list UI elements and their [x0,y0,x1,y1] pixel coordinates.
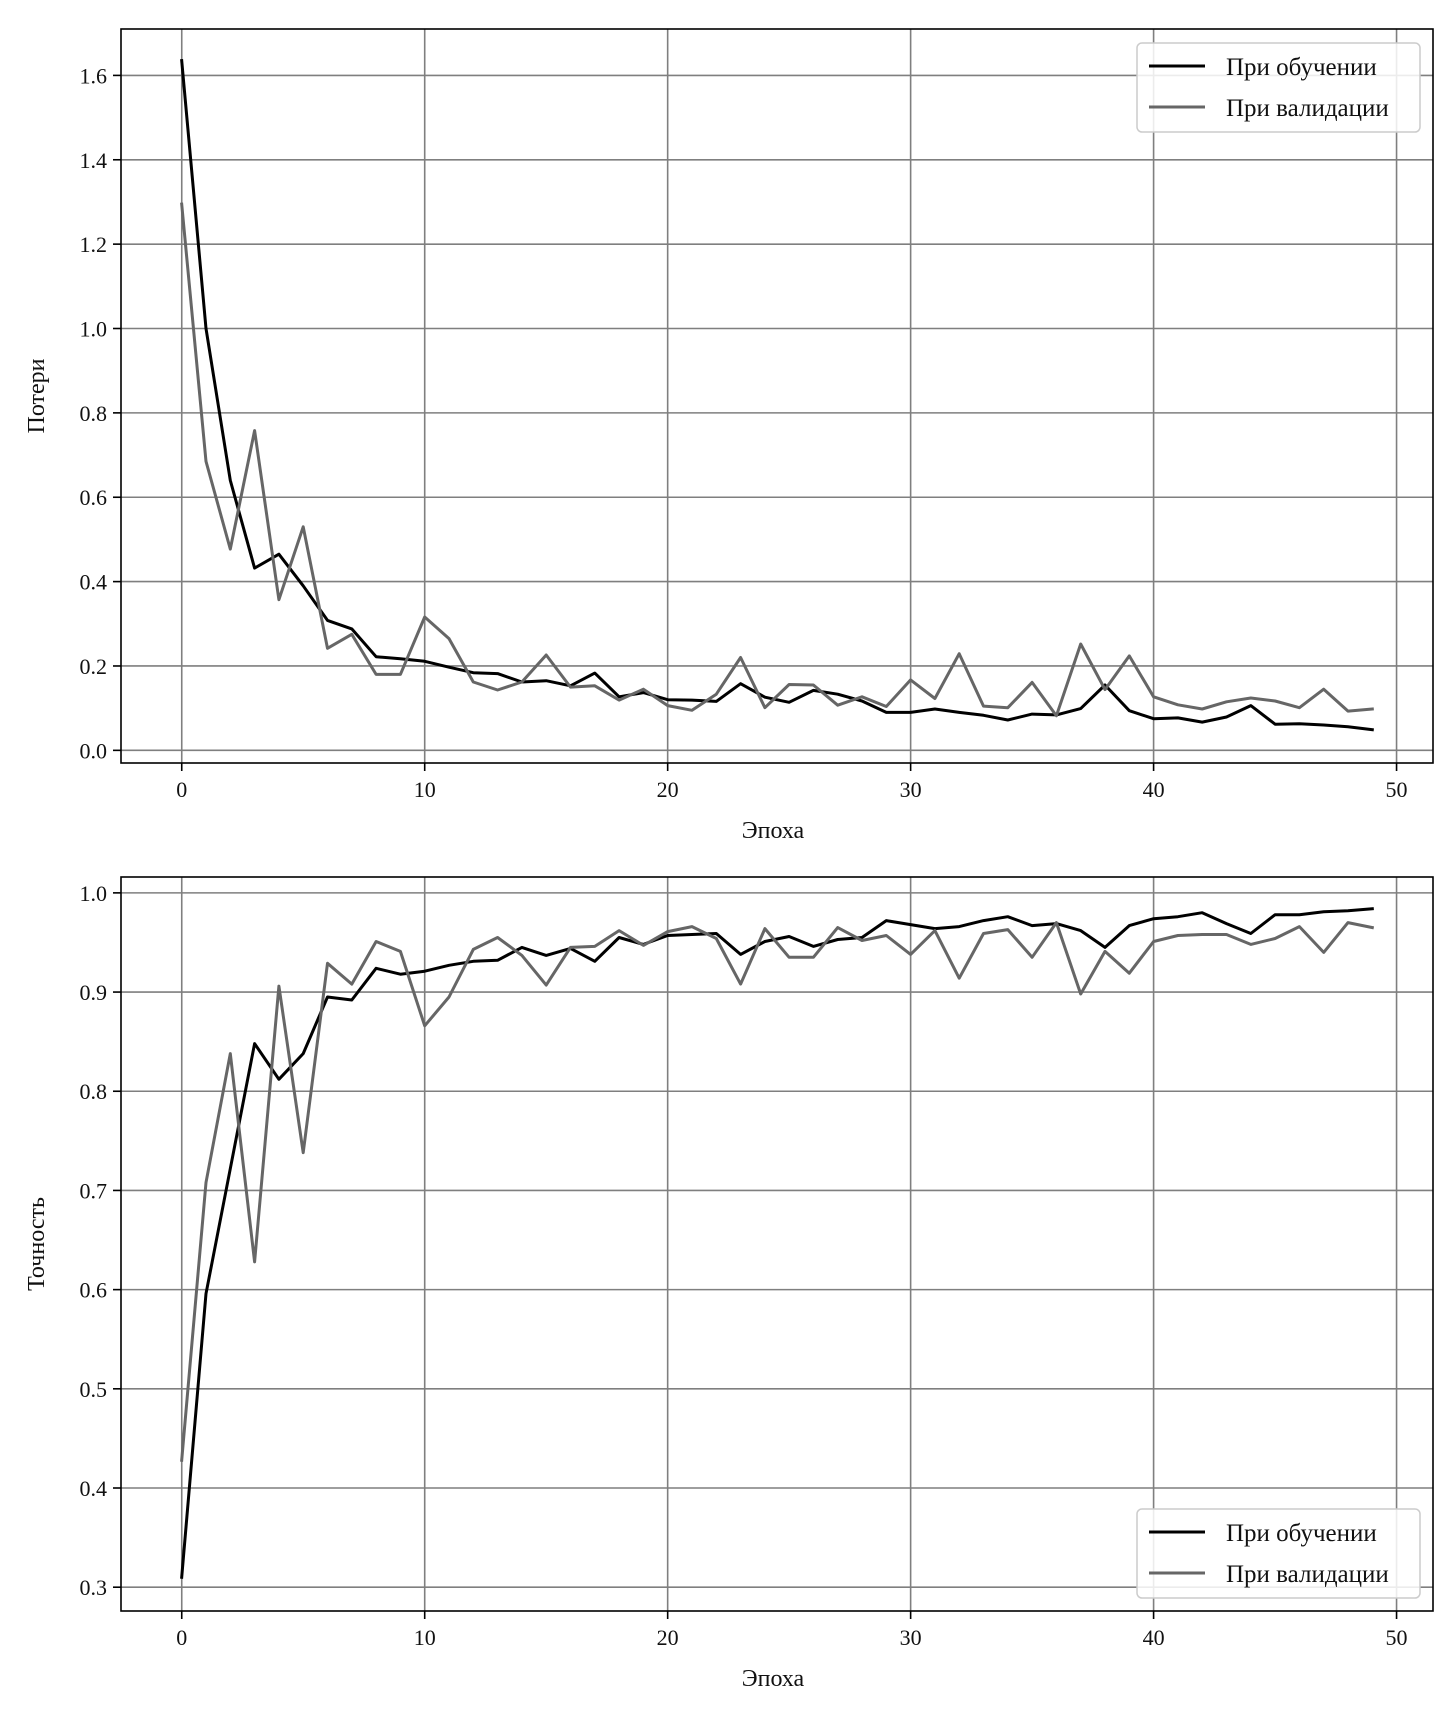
accuracy-y-tick-label: 0.6 [80,1278,108,1303]
accuracy-x-tick-label: 30 [900,1625,922,1650]
loss-legend: При обучении При валидации [1136,42,1421,133]
loss-plot-area [121,29,1433,763]
accuracy-y-tick-label: 1.0 [80,881,108,906]
loss-legend-box [1136,42,1421,133]
loss-y-axis-label: Потери [24,358,50,433]
loss-x-axis-label: Эпоха [742,818,805,844]
loss-legend-label: При обучении [1226,54,1377,81]
loss-legend-label: При валидации [1226,95,1389,122]
loss-y-tick-label: 1.6 [80,63,108,88]
loss-x-tick-label: 30 [900,777,922,802]
accuracy-y-tick-label: 0.7 [80,1178,108,1203]
loss-x-tick-label: 50 [1386,777,1408,802]
accuracy-y-axis-label: Точность [24,1197,50,1291]
loss-y-tick-label: 0.4 [80,570,108,595]
loss-y-tick-label: 0.2 [80,654,108,679]
accuracy-x-tick-label: 50 [1386,1625,1408,1650]
accuracy-x-axis-label: Эпоха [742,1666,805,1692]
accuracy-x-tick-label: 20 [657,1625,679,1650]
accuracy-chart: 0 10 20 30 40 50 0.3 0.4 0.5 0.6 0.7 0.8 0.9 1.0 Эпоха… [24,876,1434,1692]
accuracy-x-tick-label: 40 [1143,1625,1165,1650]
loss-axes-frame [120,28,1434,764]
loss-y-tick-label: 0.6 [80,485,108,510]
loss-chart: 0 10 20 30 40 50 0.0 0.2 0.4 0.6 0.8 1.0 1.2 1.4 1.6 Эп… [24,28,1434,844]
loss-y-tick-label: 1.0 [80,317,108,342]
accuracy-legend-label: При обучении [1226,1520,1377,1547]
accuracy-axes-frame [120,876,1434,1612]
loss-x-tick-label: 10 [414,777,436,802]
accuracy-y-tick-label: 0.4 [80,1476,108,1501]
accuracy-legend: При обучении При валидации [1136,1508,1421,1599]
loss-y-tick-label: 1.2 [80,232,108,257]
accuracy-series-line-validation [180,921,1375,1462]
loss-y-tick-label: 0.0 [80,738,108,763]
accuracy-y-tick-label: 0.9 [80,980,108,1005]
accuracy-legend-label: При валидации [1226,1561,1389,1588]
accuracy-series-line-train [180,907,1374,1579]
loss-series-line-train [180,58,1374,732]
loss-x-tick-label: 20 [657,777,679,802]
loss-series-line-validation [180,202,1374,718]
accuracy-legend-box [1136,1508,1421,1599]
loss-y-tick-label: 0.8 [80,401,108,426]
loss-y-tick-label: 1.4 [80,148,108,173]
accuracy-x-tick-label: 10 [414,1625,436,1650]
loss-x-tick-label: 0 [176,777,187,802]
accuracy-y-tick-label: 0.3 [80,1575,108,1600]
loss-x-tick-label: 40 [1143,777,1165,802]
accuracy-x-tick-label: 0 [176,1625,187,1650]
accuracy-y-tick-label: 0.8 [80,1079,108,1104]
accuracy-plot-area [121,877,1433,1611]
accuracy-y-tick-label: 0.5 [80,1377,108,1402]
